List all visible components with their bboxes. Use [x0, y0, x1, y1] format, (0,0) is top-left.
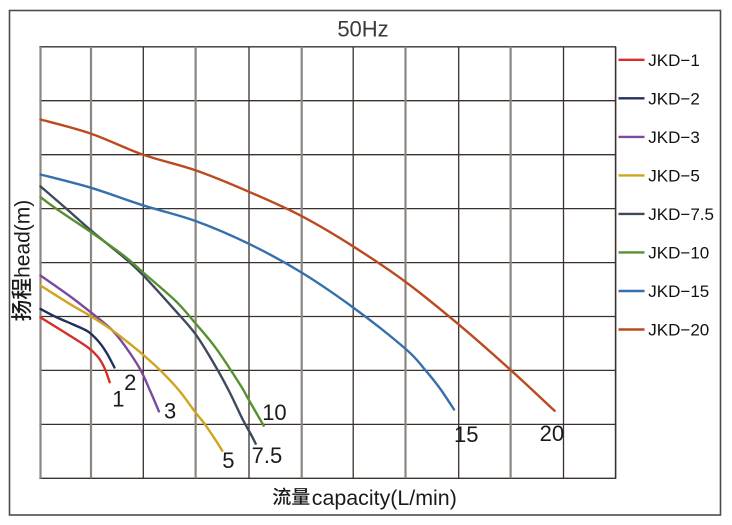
svg-text:2: 2 — [124, 370, 136, 395]
svg-text:50Hz: 50Hz — [337, 16, 388, 41]
svg-text:head(m): head(m) — [12, 200, 35, 278]
svg-text:7.5: 7.5 — [252, 443, 283, 468]
svg-text:capacity(L/min): capacity(L/min) — [312, 486, 457, 510]
svg-text:5: 5 — [222, 448, 234, 473]
svg-text:JKD−3: JKD−3 — [648, 128, 700, 147]
svg-text:20: 20 — [540, 421, 564, 446]
svg-text:3: 3 — [164, 399, 176, 424]
svg-text:1: 1 — [112, 387, 124, 412]
svg-text:JKD−5: JKD−5 — [648, 167, 700, 186]
svg-text:JKD−1: JKD−1 — [648, 51, 700, 70]
svg-text:JKD−7.5: JKD−7.5 — [648, 205, 714, 224]
svg-text:10: 10 — [262, 400, 286, 425]
svg-text:JKD−2: JKD−2 — [648, 89, 700, 108]
svg-text:JKD−15: JKD−15 — [648, 282, 709, 301]
svg-text:JKD−20: JKD−20 — [648, 321, 709, 340]
svg-text:15: 15 — [454, 422, 478, 447]
svg-text:JKD−10: JKD−10 — [648, 244, 709, 263]
